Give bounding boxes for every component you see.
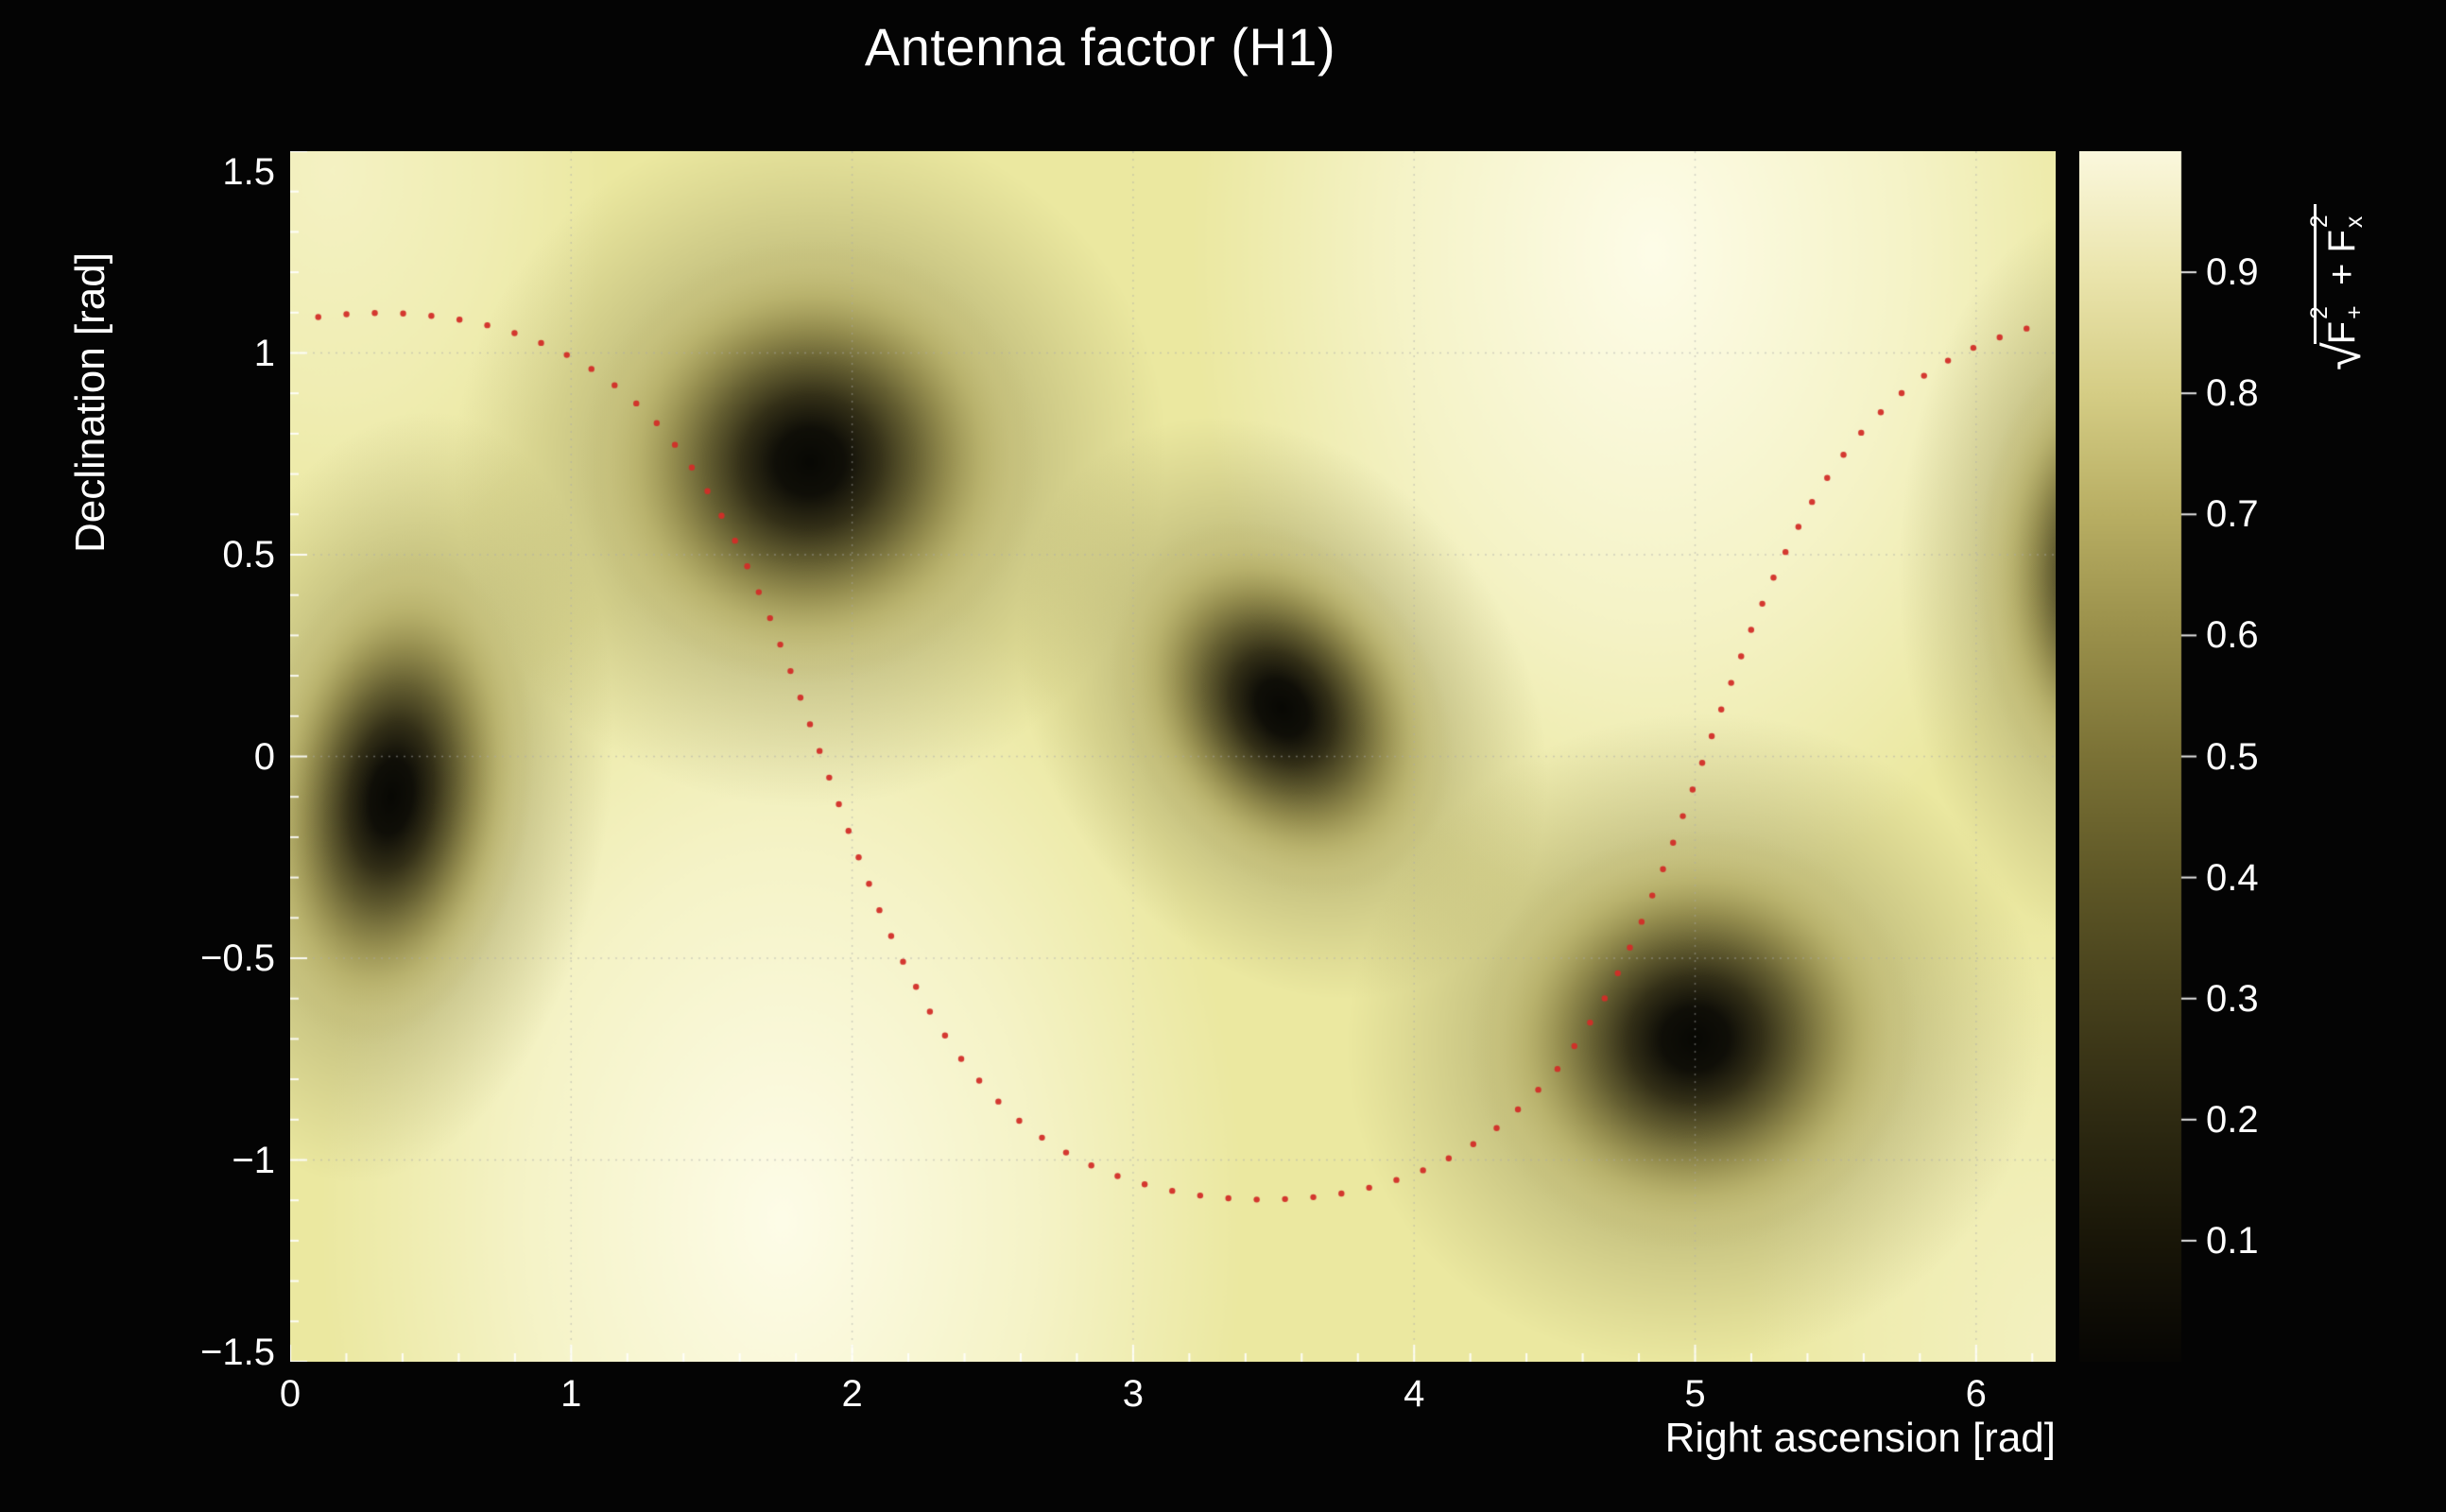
f-plus-base: F xyxy=(2321,320,2363,345)
colorbar-tick-label: 0.1 xyxy=(2206,1219,2259,1262)
y-tick-label: 1 xyxy=(253,332,275,374)
colorbar-tick-label: 0.5 xyxy=(2206,735,2259,778)
chart-title: Antenna factor (H1) xyxy=(864,17,1336,77)
x-tick-label: 5 xyxy=(1684,1373,1706,1415)
plus-operator: + xyxy=(2321,252,2363,297)
colorbar-tick-label: 0.4 xyxy=(2206,856,2259,899)
colorbar-tick-label: 0.3 xyxy=(2206,977,2259,1020)
colorbar xyxy=(2079,151,2202,1362)
colorbar-tick-label: 0.6 xyxy=(2206,614,2259,657)
colorbar-tick-label: 0.8 xyxy=(2206,372,2259,415)
y-tick-label: 0 xyxy=(253,735,275,778)
y-tick-label: 0.5 xyxy=(222,534,275,576)
colorbar-tick-label: 0.7 xyxy=(2206,493,2259,536)
x-tick-label: 6 xyxy=(1965,1373,1987,1415)
x-tick-label: 3 xyxy=(1122,1373,1145,1415)
x-tick-label: 0 xyxy=(279,1373,301,1415)
y-axis-title: Declination [rad] xyxy=(67,252,113,553)
y-tick-label: −0.5 xyxy=(200,937,275,979)
f-plus-scripts: 2 + xyxy=(2307,305,2368,319)
y-tick-label: −1 xyxy=(232,1139,275,1181)
y-tick-label: 1.5 xyxy=(222,151,275,193)
x-tick-label: 1 xyxy=(560,1373,582,1415)
x-tick-label: 2 xyxy=(841,1373,863,1415)
x-tick-label: 4 xyxy=(1404,1373,1425,1415)
colorbar-tick-label: 0.2 xyxy=(2206,1098,2259,1141)
f-cross-base: F xyxy=(2321,230,2363,253)
colorbar-tick-label: 0.9 xyxy=(2206,251,2259,294)
y-tick-label: −1.5 xyxy=(200,1332,275,1373)
x-axis-title: Right ascension [rad] xyxy=(1664,1415,2056,1461)
heatmap-plot xyxy=(290,151,2056,1362)
sqrt-symbol: √ xyxy=(2315,342,2371,370)
